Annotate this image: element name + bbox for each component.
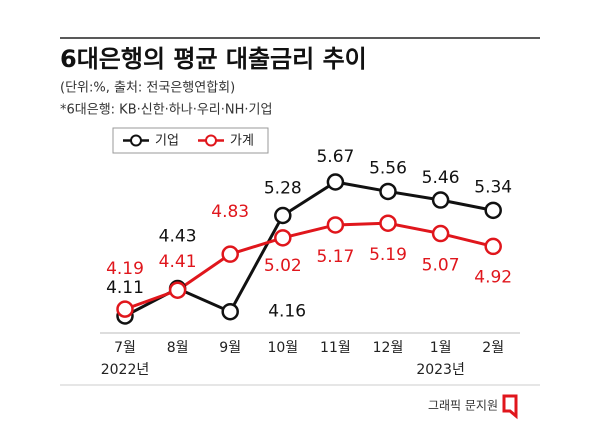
point — [221, 245, 239, 263]
subtitle: (단위:%, 출처: 전국은행연합회) — [60, 80, 235, 96]
point — [274, 206, 292, 225]
point — [168, 281, 187, 299]
point — [431, 224, 450, 243]
x-tick-label: 2월 — [482, 340, 504, 356]
chart-title: 6대은행의 평균 대출금리 추이 — [60, 45, 367, 73]
point — [484, 201, 502, 220]
x-tick-label: 10월 — [267, 340, 298, 356]
data-label: 4.92 — [474, 267, 512, 287]
data-label: 5.28 — [264, 179, 302, 199]
x-year-label: 2022년 — [101, 362, 150, 378]
x-tick-label: 8월 — [167, 340, 189, 356]
data-label: 5.17 — [316, 247, 354, 267]
point — [116, 300, 134, 318]
data-label: 4.19 — [106, 259, 144, 279]
point — [379, 182, 397, 201]
line — [124, 180, 494, 318]
legend-box — [112, 127, 269, 154]
data-label: 5.56 — [369, 158, 407, 178]
point — [431, 191, 450, 209]
data-label: 4.16 — [268, 302, 306, 322]
data-label: 5.07 — [422, 256, 460, 276]
point — [484, 237, 502, 256]
point — [379, 214, 397, 232]
data-label: 4.41 — [159, 252, 197, 272]
data-label: 4.43 — [159, 227, 197, 247]
data-label: 4.11 — [106, 278, 144, 298]
line — [124, 221, 494, 311]
data-label: 5.19 — [369, 245, 407, 265]
point — [221, 302, 239, 321]
credit: 그래픽 문지원 — [428, 399, 498, 413]
legend-label: 가계 — [230, 134, 254, 149]
logo-icon — [502, 394, 518, 420]
x-tick-label: 12월 — [373, 340, 404, 356]
data-label: 5.02 — [264, 256, 302, 276]
data-label: 5.34 — [474, 177, 512, 197]
x-year-label: 2023년 — [416, 362, 465, 378]
note: *6대은행: KB·신한·하나·우리·NH·기업 — [60, 102, 272, 118]
data-label: 5.46 — [422, 168, 460, 188]
x-tick-label: 9월 — [219, 340, 241, 356]
data-label: 4.83 — [211, 202, 249, 222]
point — [274, 229, 292, 247]
x-tick-label: 7월 — [114, 340, 136, 356]
data-label: 5.67 — [316, 147, 354, 167]
x-tick-label: 11월 — [320, 340, 351, 356]
legend-marker — [205, 134, 217, 147]
point — [326, 173, 345, 191]
legend-marker — [130, 134, 142, 147]
point — [326, 216, 345, 234]
legend-label: 기업 — [155, 134, 179, 149]
x-tick-label: 1월 — [430, 340, 452, 356]
